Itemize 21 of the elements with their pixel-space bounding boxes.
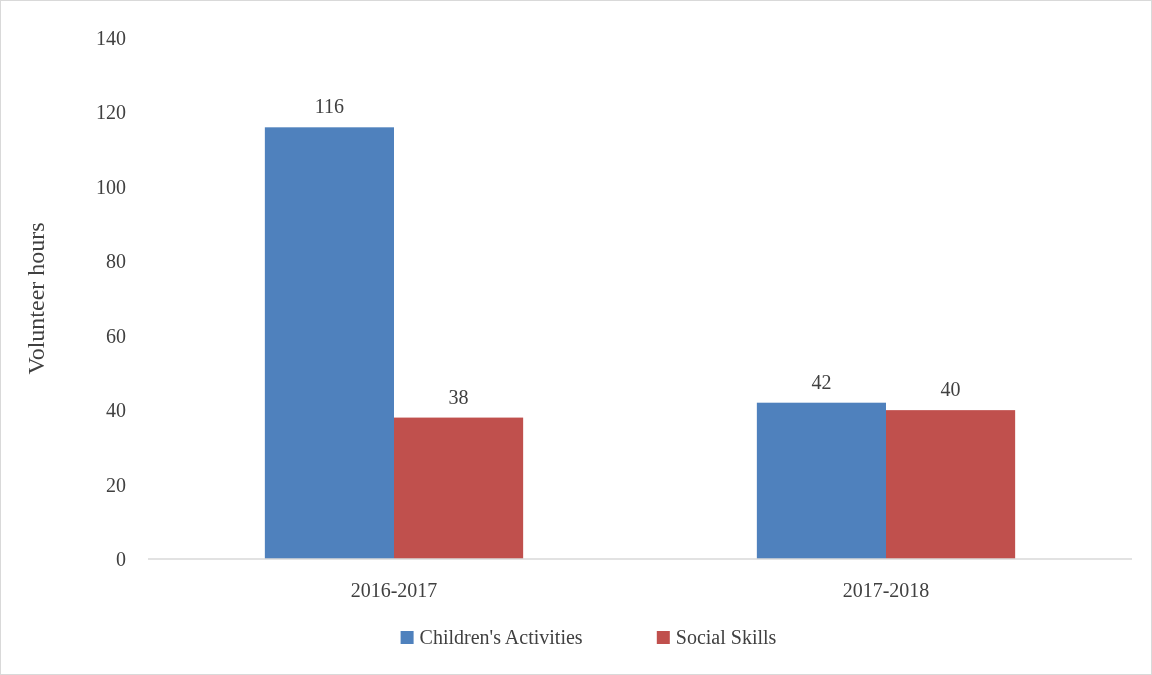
y-tick-label: 20 [106, 473, 126, 496]
data-label: 116 [314, 95, 345, 118]
bar [264, 127, 394, 559]
y-tick-label: 40 [106, 399, 126, 422]
x-tick-label: 2016-2017 [350, 579, 438, 601]
data-label: 38 [448, 385, 469, 408]
y-tick-label: 140 [96, 27, 126, 49]
y-tick-label: 100 [96, 175, 126, 198]
y-tick-label: 120 [96, 101, 126, 124]
bar [394, 417, 524, 559]
y-tick-label: 80 [106, 250, 126, 273]
data-label: 42 [811, 370, 832, 393]
bar [886, 410, 1016, 559]
data-label: 40 [940, 378, 961, 401]
legend-label: Children's Activities [419, 626, 583, 648]
y-tick-label: 0 [116, 548, 126, 570]
bar [756, 402, 886, 559]
legend-label: Social Skills [675, 626, 777, 648]
y-tick-label: 60 [106, 324, 126, 347]
y-axis-title: Volunteer hours [23, 222, 49, 375]
x-tick-label: 2017-2018 [842, 579, 930, 601]
